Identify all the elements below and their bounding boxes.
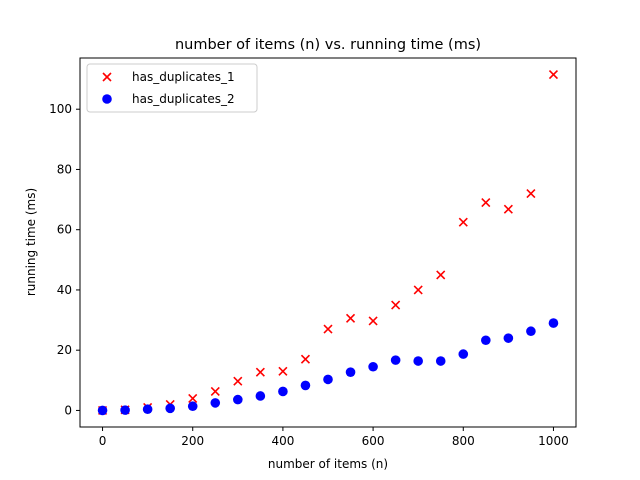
data-point [368, 361, 378, 372]
data-point [435, 356, 446, 366]
data-point [391, 300, 401, 310]
y-tick-label: 20 [57, 343, 72, 357]
y-tick-label: 100 [49, 102, 72, 116]
data-point [548, 318, 559, 328]
legend-box [86, 63, 258, 113]
data-point [413, 285, 423, 295]
data-point [481, 198, 491, 208]
plot-area [79, 57, 577, 428]
data-point [278, 386, 288, 397]
plot-frame [79, 57, 577, 428]
data-point [526, 326, 536, 337]
y-tick-label: 80 [57, 162, 72, 176]
data-point [255, 391, 266, 401]
data-point [548, 70, 559, 80]
y-axis-label: running time (ms) [24, 188, 38, 296]
data-point [458, 217, 468, 227]
data-point [368, 316, 378, 326]
data-point [210, 398, 221, 408]
y-tick-label: 0 [64, 403, 72, 417]
data-point [436, 270, 446, 280]
legend-marker [102, 72, 112, 82]
data-point [345, 367, 356, 377]
data-point [210, 386, 220, 397]
series-has_duplicates_1 [97, 70, 559, 415]
data-point [300, 380, 311, 391]
y-tick-label: 40 [57, 283, 72, 297]
series-layer [97, 70, 559, 416]
data-point [120, 405, 130, 415]
x-tick-label: 1000 [538, 434, 569, 448]
data-point [233, 394, 243, 405]
data-point [97, 405, 108, 416]
data-point [390, 355, 401, 365]
legend-marker [102, 94, 112, 104]
legend-label: has_duplicates_2 [132, 92, 235, 106]
data-point [345, 313, 356, 323]
data-point [142, 404, 153, 415]
data-point [458, 349, 469, 359]
x-tick-label: 800 [452, 434, 475, 448]
x-tick-label: 200 [181, 434, 204, 448]
data-point [233, 376, 243, 386]
y-axis: 0 20 40 60 80 100 [49, 102, 80, 417]
data-point [187, 401, 198, 412]
legend-label: has_duplicates_1 [132, 70, 235, 84]
data-point [503, 204, 513, 214]
x-axis: 0 200 400 600 800 1000 [99, 427, 569, 448]
legend: has_duplicates_1 has_duplicates_2 [86, 63, 258, 113]
chart-title: number of items (n) vs. running time (ms… [175, 37, 481, 53]
y-tick-label: 60 [57, 223, 72, 237]
x-axis-label: number of items (n) [268, 457, 388, 471]
data-point [188, 393, 198, 403]
data-point [526, 188, 536, 199]
data-point [503, 333, 514, 343]
data-point [323, 324, 333, 334]
data-point [413, 356, 423, 366]
x-tick-label: 600 [362, 434, 385, 448]
x-tick-label: 0 [99, 434, 107, 448]
data-point [278, 366, 288, 376]
data-point [323, 374, 333, 385]
series-has_duplicates_2 [97, 318, 559, 416]
data-point [481, 335, 491, 346]
data-point [255, 367, 265, 377]
x-tick-label: 400 [271, 434, 294, 448]
data-point [300, 354, 311, 364]
data-point [165, 403, 175, 414]
